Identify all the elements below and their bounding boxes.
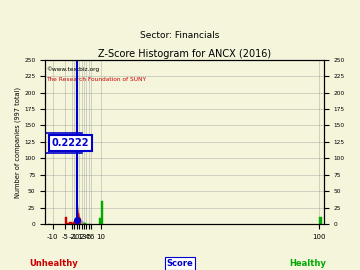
Text: Score: Score <box>167 259 193 268</box>
Text: Sector: Financials: Sector: Financials <box>140 31 220 40</box>
Bar <box>69 222 72 224</box>
Y-axis label: Number of companies (997 total): Number of companies (997 total) <box>15 86 22 198</box>
Text: Healthy: Healthy <box>289 259 326 268</box>
Bar <box>99 218 101 224</box>
Text: 0.2222: 0.2222 <box>52 138 89 148</box>
Bar <box>72 223 73 224</box>
Bar <box>101 201 103 224</box>
Bar <box>84 223 85 224</box>
Bar <box>85 223 86 224</box>
Bar <box>65 217 67 224</box>
Text: The Research Foundation of SUNY: The Research Foundation of SUNY <box>46 77 147 82</box>
Bar <box>74 221 76 224</box>
Bar <box>67 223 69 224</box>
Text: Unhealthy: Unhealthy <box>30 259 78 268</box>
Text: ©www.textbiz.org: ©www.textbiz.org <box>46 66 100 72</box>
Title: Z-Score Histogram for ANCX (2016): Z-Score Histogram for ANCX (2016) <box>98 49 271 59</box>
Bar <box>76 222 77 224</box>
Bar <box>319 217 321 224</box>
Bar <box>73 222 74 224</box>
